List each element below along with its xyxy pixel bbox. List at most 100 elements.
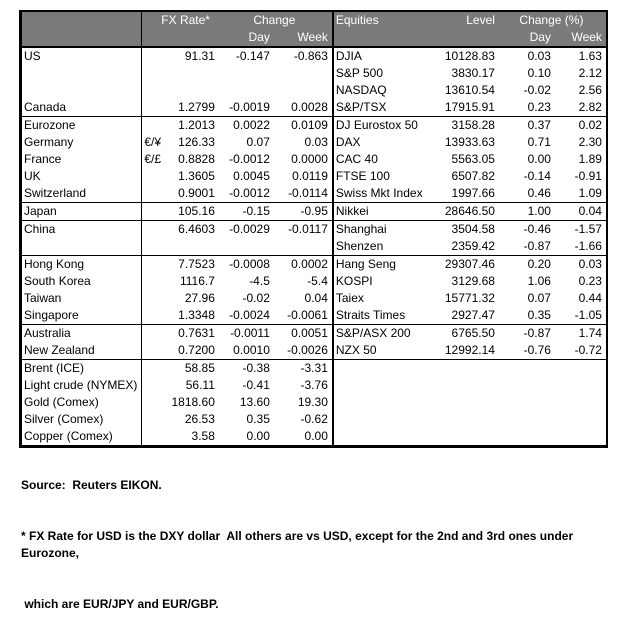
header-row-1: FX Rate* Change Equities Level Change (%… xyxy=(20,11,607,29)
currency-pair-label xyxy=(142,82,166,99)
equity-level-value: 13933.63 xyxy=(444,135,495,149)
table-row: New Zealand 0.7200 0.0010 -0.0026 NZX 50 1299… xyxy=(20,342,607,360)
table-row: Japan 105.16 -0.15 -0.95 Nikkei 28646.50 1.00 0… xyxy=(20,202,607,221)
equity-change-day-value: -0.87 xyxy=(523,326,551,340)
fx-rate-value: 91.31 xyxy=(184,49,215,63)
region-label xyxy=(20,238,143,256)
equity-change-week-value: 1.74 xyxy=(578,326,602,340)
level-header: Level xyxy=(442,11,499,29)
fx-change-week-value: -0.62 xyxy=(300,412,328,426)
equity-index-label: FTSE 100 xyxy=(331,168,443,185)
fx-change-week-value: -5.4 xyxy=(307,274,328,288)
currency-pair-label xyxy=(142,273,166,290)
equity-index-label: Shanghai xyxy=(331,220,443,238)
region-label xyxy=(20,82,143,99)
currency-pair-label xyxy=(142,377,166,394)
fx-change-day-value: -0.0024 xyxy=(218,307,274,325)
fx-change-day-value: 0.00 xyxy=(246,429,270,443)
currency-pair-label xyxy=(141,185,166,203)
fx-change-day-value xyxy=(219,65,274,82)
table-row: Gold (Comex) 1818.60 13.60 19.30 xyxy=(20,394,607,411)
currency-pair-label: €/¥ xyxy=(144,135,162,149)
table-row: France €/£ 0.8828 -0.0012 0.0000 CAC 40 5563.0… xyxy=(20,151,607,168)
currency-pair-label xyxy=(141,342,166,360)
fx-change-day-value: -0.02 xyxy=(242,291,270,305)
equity-change-day-value: 0.23 xyxy=(498,99,555,117)
fx-change-week-value: -3.76 xyxy=(300,378,328,392)
region-label xyxy=(20,65,143,82)
equity-level-value xyxy=(443,394,499,411)
fx-rate-value: 56.11 xyxy=(185,378,215,392)
equity-change-week-value: -0.91 xyxy=(574,169,602,183)
equity-index-label: S&P/ASX 200 xyxy=(331,324,443,342)
currency-pair-label xyxy=(142,65,166,82)
fx-rate-value: 27.96 xyxy=(184,291,215,305)
equity-index-label: Swiss Mkt Index xyxy=(331,185,443,203)
fx-change-week-value: -0.0114 xyxy=(273,185,333,203)
equity-change-day-value: -0.02 xyxy=(523,83,551,97)
fx-change-week-value: 0.0028 xyxy=(273,99,333,117)
fx-change-week-value: 0.04 xyxy=(304,291,328,305)
fx-change-week-value xyxy=(274,65,333,82)
equity-change-day-value: 0.00 xyxy=(527,152,551,166)
fx-change-day-value xyxy=(219,82,274,99)
currency-pair-label xyxy=(141,238,166,256)
currency-pair-label xyxy=(142,325,166,343)
fx-change-week-value: 0.0000 xyxy=(291,152,328,166)
region-label: Light crude (NYMEX) xyxy=(20,377,143,394)
currency-pair-label xyxy=(142,411,166,428)
equity-level-value: 13610.54 xyxy=(444,83,495,97)
fx-rate-value: 1.2799 xyxy=(165,99,219,117)
equity-level-value: 1997.66 xyxy=(442,185,499,203)
fx-change-day-value: -0.0012 xyxy=(218,185,274,203)
equity-change-week-value xyxy=(555,411,607,428)
region-label: Australia xyxy=(20,324,143,342)
fx-change-week-value: 19.30 xyxy=(297,395,328,409)
corner-cell xyxy=(20,11,143,29)
fx-rate-value: 7.7523 xyxy=(178,257,215,271)
region-label: Eurozone xyxy=(20,116,143,134)
empty-header-cell xyxy=(165,29,219,48)
empty-header-cell xyxy=(331,29,443,48)
equity-index-label xyxy=(331,394,443,411)
fx-rate-value: 0.8828 xyxy=(178,152,215,166)
table-row: S&P 500 3830.17 0.10 2.12 xyxy=(20,65,607,82)
fx-change-day-value: 0.35 xyxy=(246,412,270,426)
fx-change-day-value: -0.0011 xyxy=(230,326,270,340)
table-row: Germany €/¥ 126.33 0.07 0.03 DAX 13933.63 0.71 2… xyxy=(20,134,607,151)
equity-index-label: DJ Eurostox 50 xyxy=(331,116,443,134)
table-row: China 6.4603 -0.0029 -0.0117 Shanghai 3504.58… xyxy=(20,220,607,238)
equity-change-day-value: 0.03 xyxy=(527,49,551,63)
market-summary-table: FX Rate* Change Equities Level Change (%… xyxy=(19,10,608,448)
fx-change-week-value: -0.0026 xyxy=(273,342,333,360)
equity-index-label: KOSPI xyxy=(331,273,443,290)
empty-header-cell xyxy=(141,29,166,48)
empty-header-cell xyxy=(442,29,499,48)
equity-change-week-value: -0.72 xyxy=(554,342,607,360)
fx-rate-value: 1116.7 xyxy=(179,274,215,288)
fx-change-week-value: -0.95 xyxy=(273,202,333,221)
equity-index-label: DJIA xyxy=(331,47,443,65)
equity-index-label: Straits Times xyxy=(331,307,443,325)
fx-rate-value xyxy=(166,65,219,82)
region-label: Singapore xyxy=(20,307,143,325)
fx-change-day-value: 0.0022 xyxy=(233,118,270,132)
fx-rate-value: 6.4603 xyxy=(178,222,215,236)
equity-change-week-value: -1.66 xyxy=(554,238,607,256)
fx-rate-value xyxy=(165,238,219,256)
equity-change-day-value: 0.35 xyxy=(498,307,555,325)
equity-index-label: Hang Seng xyxy=(331,255,443,273)
equity-change-day-value: 0.37 xyxy=(527,118,551,132)
fx-rate-value: 26.53 xyxy=(184,412,215,426)
fx-equities-table: FX Rate* Change Equities Level Change (%… xyxy=(19,10,608,448)
equity-index-label: S&P/TSX xyxy=(331,99,443,117)
equities-day-header: Day xyxy=(498,29,555,48)
fx-rate-value: 1818.60 xyxy=(171,395,215,409)
equity-change-week-value xyxy=(555,360,607,378)
equity-index-label xyxy=(331,411,443,428)
header-row-2: Day Week Day Week xyxy=(20,29,607,48)
fx-change-week-value: 0.03 xyxy=(304,135,328,149)
equity-index-label: CAC 40 xyxy=(331,151,443,168)
region-label: South Korea xyxy=(20,273,143,290)
equity-level-value xyxy=(443,377,499,394)
